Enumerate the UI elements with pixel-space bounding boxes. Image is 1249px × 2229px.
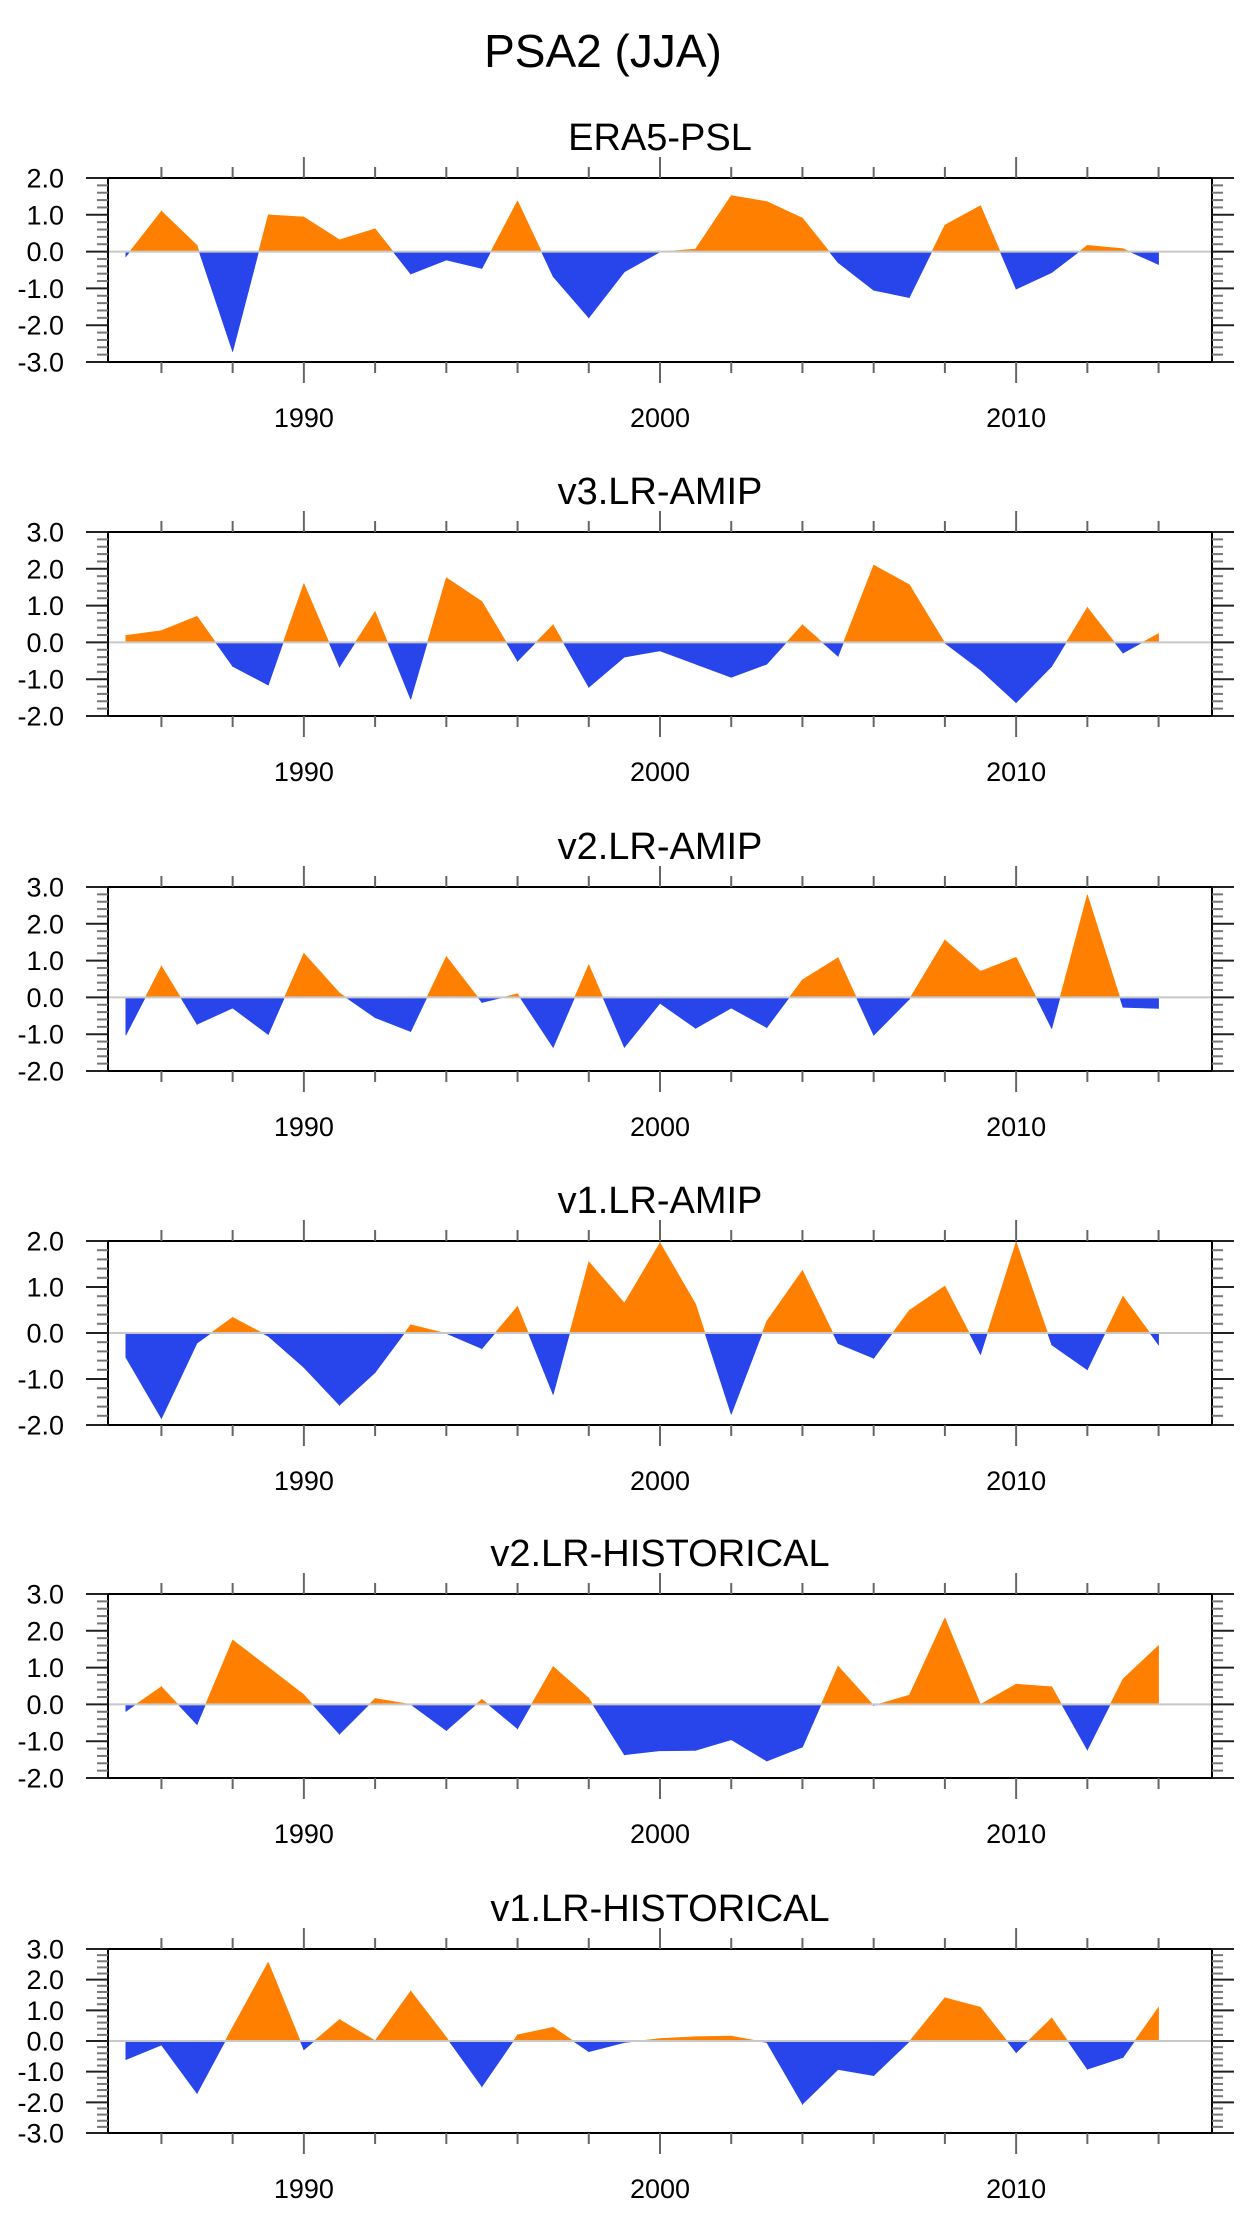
panel-2: v3.LR-AMIP 3.0 2.0 1.0 0.0 -1.0 -2.0 1990 2000 20… bbox=[17, 471, 1234, 787]
x-tick-label: 2000 bbox=[630, 757, 690, 787]
y-tick-label: 0.0 bbox=[26, 2027, 64, 2057]
y-tick-label: -1.0 bbox=[17, 665, 64, 695]
x-tick-label: 1990 bbox=[274, 757, 334, 787]
y-tick-label: 1.0 bbox=[26, 946, 64, 976]
y-tick-label: -2.0 bbox=[17, 311, 64, 341]
panel-4: v1.LR-AMIP 2.0 1.0 0.0 -1.0 -2.0 1990 2000 2010 bbox=[17, 1180, 1234, 1496]
y-tick-label: 0.0 bbox=[26, 1690, 64, 1720]
y-tick-label: -2.0 bbox=[17, 2088, 64, 2118]
y-tick-label: -1.0 bbox=[17, 1020, 64, 1050]
x-tick-label: 2010 bbox=[986, 403, 1046, 433]
main-title: PSA2 (JJA) bbox=[484, 25, 722, 77]
x-tick-label: 2000 bbox=[630, 403, 690, 433]
x-tick-label: 2000 bbox=[630, 1466, 690, 1496]
y-tick-label: 2.0 bbox=[26, 554, 64, 584]
x-tick-label: 2010 bbox=[986, 1112, 1046, 1142]
negative-area bbox=[1122, 997, 1159, 1009]
x-tick-label: 2010 bbox=[986, 1466, 1046, 1496]
y-tick-label: 1.0 bbox=[26, 1273, 64, 1303]
panel-title: v2.LR-HISTORICAL bbox=[490, 1533, 829, 1575]
y-tick-label: 3.0 bbox=[26, 1935, 64, 1965]
positive-area bbox=[267, 214, 305, 252]
negative-area bbox=[624, 1704, 661, 1756]
positive-area bbox=[1015, 1683, 1053, 1705]
x-tick-label: 1990 bbox=[274, 1112, 334, 1142]
y-tick-label: 1.0 bbox=[26, 591, 64, 621]
panel-title: v1.LR-HISTORICAL bbox=[490, 1888, 829, 1930]
negative-area bbox=[837, 2040, 874, 2077]
panel-title: ERA5-PSL bbox=[568, 117, 752, 159]
y-tick-label: 0.0 bbox=[26, 983, 64, 1013]
positive-area bbox=[730, 195, 768, 252]
y-tick-label: -1.0 bbox=[17, 1365, 64, 1395]
y-tick-label: 3.0 bbox=[26, 873, 64, 903]
y-tick-label: -2.0 bbox=[17, 702, 64, 732]
y-tick-label: -3.0 bbox=[17, 2119, 64, 2149]
y-tick-label: 0.0 bbox=[26, 628, 64, 658]
y-tick-label: 2.0 bbox=[26, 164, 64, 194]
y-tick-label: -1.0 bbox=[17, 274, 64, 304]
panel-3: v2.LR-AMIP 3.0 2.0 1.0 0.0 -1.0 -2.0 1990 2000 20… bbox=[17, 826, 1234, 1142]
y-tick-label: -1.0 bbox=[17, 1727, 64, 1757]
x-tick-label: 1990 bbox=[274, 1819, 334, 1849]
negative-area bbox=[873, 251, 910, 298]
negative-area bbox=[659, 1704, 696, 1752]
y-tick-label: 2.0 bbox=[26, 909, 64, 939]
x-tick-label: 1990 bbox=[274, 2174, 334, 2204]
y-tick-label: -2.0 bbox=[17, 1411, 64, 1441]
y-tick-label: -3.0 bbox=[17, 348, 64, 378]
y-tick-label: 3.0 bbox=[26, 518, 64, 548]
panel-title: v2.LR-AMIP bbox=[558, 826, 763, 868]
y-tick-label: 2.0 bbox=[26, 1616, 64, 1646]
panel-5: v2.LR-HISTORICAL 3.0 2.0 1.0 0.0 -1.0 -2.0 1990… bbox=[17, 1533, 1234, 1849]
x-tick-label: 2000 bbox=[630, 1112, 690, 1142]
x-tick-label: 2000 bbox=[630, 2174, 690, 2204]
y-tick-label: 2.0 bbox=[26, 1965, 64, 1995]
panel-1: ERA5-PSL 2.0 1.0 0.0 -1.0 -2.0 -3.0 1990 2000 201… bbox=[17, 117, 1234, 433]
x-tick-label: 2010 bbox=[986, 1819, 1046, 1849]
y-tick-label: 1.0 bbox=[26, 1996, 64, 2026]
x-tick-label: 2010 bbox=[986, 2174, 1046, 2204]
x-tick-label: 2010 bbox=[986, 757, 1046, 787]
y-tick-label: -2.0 bbox=[17, 1057, 64, 1087]
y-tick-label: 1.0 bbox=[26, 200, 64, 230]
y-tick-label: 0.0 bbox=[26, 237, 64, 267]
y-tick-label: -2.0 bbox=[17, 1764, 64, 1794]
y-tick-label: 2.0 bbox=[26, 1227, 64, 1257]
x-tick-label: 2000 bbox=[630, 1819, 690, 1849]
x-tick-label: 1990 bbox=[274, 403, 334, 433]
x-tick-label: 1990 bbox=[274, 1466, 334, 1496]
panel-title: v3.LR-AMIP bbox=[558, 471, 763, 513]
y-tick-label: 1.0 bbox=[26, 1653, 64, 1683]
panel-title: v1.LR-AMIP bbox=[558, 1180, 763, 1222]
y-tick-label: 0.0 bbox=[26, 1319, 64, 1349]
y-tick-label: -1.0 bbox=[17, 2057, 64, 2087]
y-tick-label: 3.0 bbox=[26, 1580, 64, 1610]
panel-6: v1.LR-HISTORICAL 3.02.01.00.0-1.0-2.0-3.0… bbox=[17, 1888, 1234, 2204]
